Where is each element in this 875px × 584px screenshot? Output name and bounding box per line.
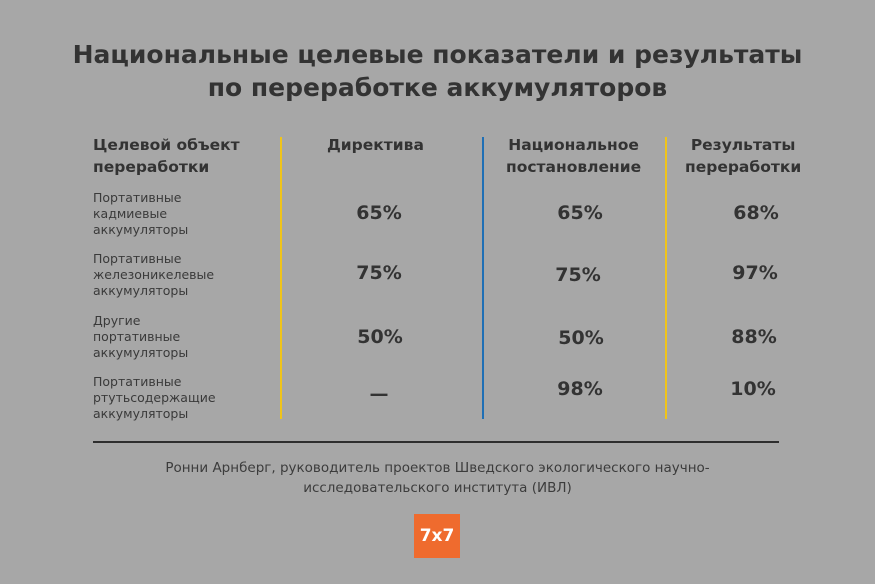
row-label-line: кадмиевые	[93, 206, 168, 221]
row-label-line: Другие	[93, 313, 141, 328]
source-line-2: исследовательского института (ИВЛ)	[303, 480, 572, 496]
divider-yellow-left	[280, 137, 282, 419]
header-directive: Директива	[327, 134, 424, 156]
title-line-1: Национальные целевые показатели и резуль…	[72, 40, 803, 69]
row-label-line: Портативные	[93, 251, 182, 266]
header-national-line-1: Национальное	[508, 136, 639, 154]
row-label-line: аккумуляторы	[93, 283, 189, 298]
row-label-line: железоникелевые	[93, 267, 215, 282]
header-object: Целевой объект переработки	[93, 134, 240, 178]
row-label-3: Другие портативные аккумуляторы	[93, 313, 188, 361]
row-label-line: аккумуляторы	[93, 222, 189, 237]
divider-yellow-right	[665, 137, 667, 419]
header-object-line-1: Целевой объект	[93, 136, 240, 154]
row-2-result: 97%	[732, 262, 778, 284]
source-line-1: Ронни Арнберг, руководитель проектов Шве…	[165, 460, 710, 476]
row-2-national: 75%	[555, 264, 601, 286]
row-4-directive: —	[369, 383, 389, 405]
row-2-directive: 75%	[356, 262, 402, 284]
row-1-result: 68%	[733, 202, 779, 224]
row-label-line: аккумуляторы	[93, 406, 189, 421]
footer-divider	[93, 441, 779, 443]
row-3-result: 88%	[731, 326, 777, 348]
header-results-line-2: переработки	[685, 158, 802, 176]
header-object-line-2: переработки	[93, 158, 210, 176]
header-national: Национальное постановление	[506, 134, 641, 178]
row-label-1: Портативные кадмиевые аккумуляторы	[93, 190, 188, 238]
header-national-line-2: постановление	[506, 158, 642, 176]
brand-logo: 7x7	[414, 514, 460, 558]
row-1-national: 65%	[557, 202, 603, 224]
row-4-national: 98%	[557, 378, 603, 400]
row-label-line: Портативные	[93, 374, 182, 389]
title-line-2: по переработке аккумуляторов	[207, 73, 668, 102]
header-directive-line-1: Директива	[327, 136, 424, 154]
row-4-result: 10%	[730, 378, 776, 400]
row-label-4: Портативные ртутьсодержащие аккумуляторы	[93, 374, 216, 422]
row-3-directive: 50%	[357, 326, 403, 348]
page-title: Национальные целевые показатели и резуль…	[0, 38, 875, 104]
row-label-line: портативные	[93, 329, 181, 344]
row-label-line: Портативные	[93, 190, 182, 205]
header-results: Результаты переработки	[685, 134, 801, 178]
row-1-directive: 65%	[356, 202, 402, 224]
header-results-line-1: Результаты	[690, 136, 796, 154]
source-credit: Ронни Арнберг, руководитель проектов Шве…	[0, 458, 875, 498]
row-label-line: аккумуляторы	[93, 345, 189, 360]
divider-blue	[482, 137, 484, 419]
row-label-line: ртутьсодержащие	[93, 390, 216, 405]
row-label-2: Портативные железоникелевые аккумуляторы	[93, 251, 214, 299]
row-3-national: 50%	[558, 327, 604, 349]
